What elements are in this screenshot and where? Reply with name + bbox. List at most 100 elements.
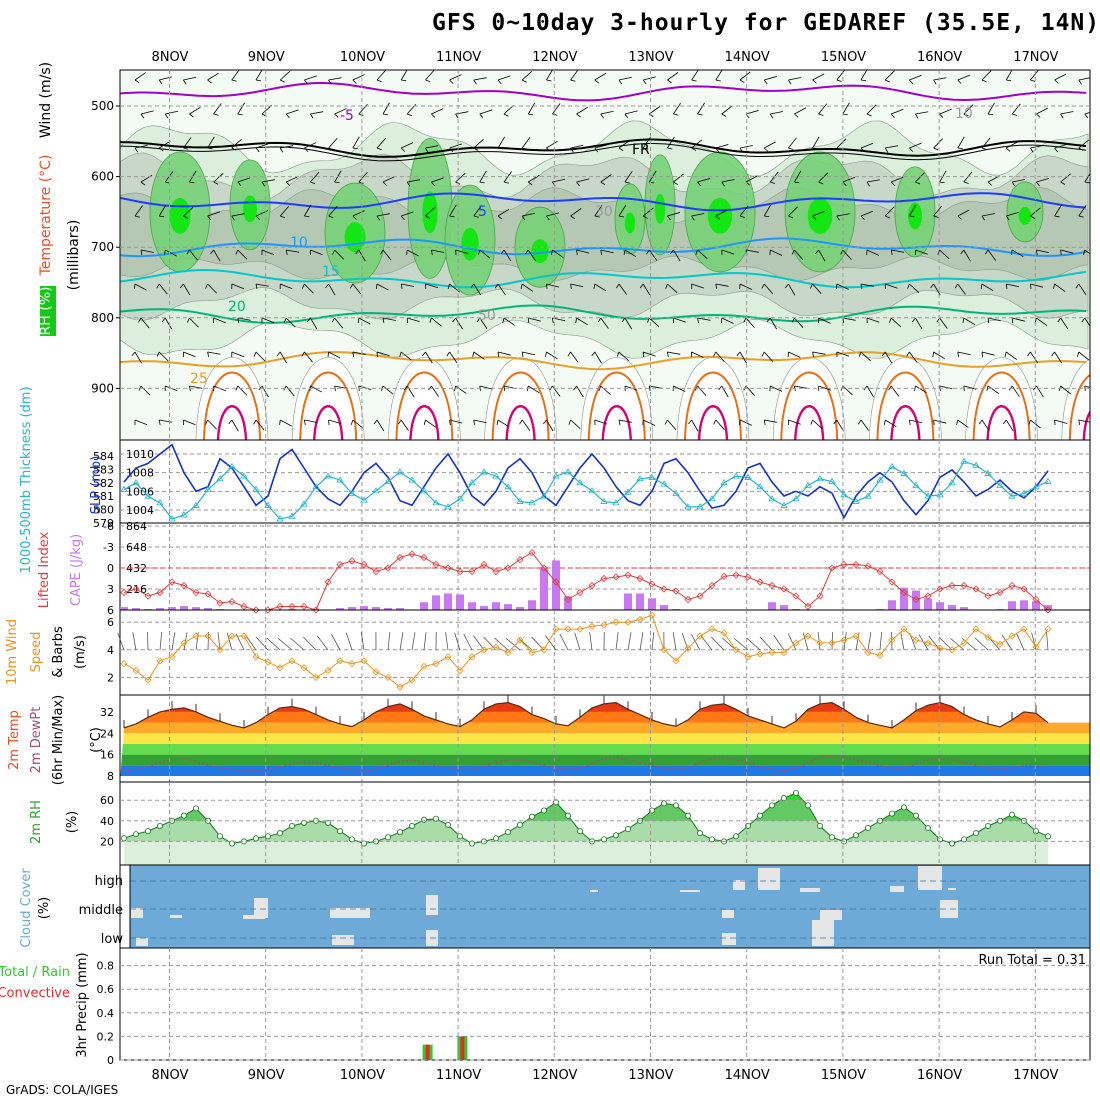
wind-barb	[527, 385, 540, 394]
wind-speed-point	[708, 625, 716, 633]
wind-barb	[552, 178, 566, 183]
wind-barb-flag	[550, 249, 553, 255]
wind-speed-point	[432, 660, 440, 668]
wind-barb-flag	[179, 283, 184, 289]
wind-barb-flag	[228, 419, 233, 425]
wind-speed-point	[444, 653, 452, 661]
wind-barb-flag	[255, 283, 258, 289]
wind-barb-flag	[543, 419, 547, 425]
thickness-point	[852, 497, 860, 504]
wind-barb	[842, 102, 850, 115]
wind-barb-flag	[255, 79, 261, 82]
wind-barb-flag	[1010, 249, 1013, 255]
wind-barb	[134, 283, 147, 291]
wind-barb-flag	[600, 181, 606, 186]
cloud-cover-bar	[722, 933, 736, 945]
wind-barb	[600, 174, 612, 183]
wind-speed-point	[600, 621, 608, 629]
li-point	[468, 567, 476, 576]
wind-barb-flag	[519, 419, 523, 425]
isotherm-35-arch	[697, 405, 729, 440]
wind-barb	[885, 283, 898, 289]
wind-speed-point	[960, 639, 968, 647]
wind-barb	[1060, 249, 1074, 254]
thickness-point	[684, 503, 692, 510]
wind-barb-flag	[552, 317, 554, 324]
wind-barb	[788, 283, 796, 296]
cloud-cover-bar	[733, 880, 745, 890]
wind-barb	[642, 136, 651, 149]
wind-barb	[891, 176, 904, 183]
thickness-point	[288, 512, 296, 519]
surface-wind-barb	[331, 633, 341, 651]
thickness-point	[744, 473, 752, 480]
wind-barb	[401, 211, 414, 217]
surface-wind-barb	[700, 635, 713, 651]
wind-barb	[328, 351, 341, 359]
wind-barb	[1005, 351, 1018, 360]
surface-wind-barb	[900, 632, 905, 651]
wind-barb	[425, 351, 433, 364]
li-point	[336, 560, 344, 569]
surface-wind-barb	[117, 632, 125, 651]
surface-wind-barb	[1031, 632, 1037, 651]
wind-barb	[183, 283, 191, 296]
wind-barb-flag	[407, 113, 413, 117]
wind-tick-label: 6	[107, 616, 114, 629]
wind-barb	[310, 111, 324, 115]
wind-barb	[400, 419, 409, 431]
wind-barb-flag	[156, 283, 160, 289]
cape-bar	[924, 598, 932, 610]
wind-barb-flag	[431, 181, 435, 187]
wind-barb	[794, 317, 804, 328]
wind-barb	[763, 204, 772, 217]
wind-barb	[425, 419, 437, 428]
wind-barb	[546, 351, 558, 360]
li-point	[492, 567, 500, 576]
wind-barb-flag	[1081, 317, 1086, 323]
rh-point	[925, 825, 932, 832]
wind-barb	[667, 136, 675, 149]
isotherm-30-arch	[684, 371, 742, 440]
wind-barb	[691, 213, 705, 217]
temp-tick-label: 16	[100, 749, 114, 762]
rh-point	[565, 812, 572, 819]
wind-barb	[255, 351, 266, 362]
wind-speed-point	[816, 639, 824, 647]
thickness-point	[672, 489, 680, 496]
wind-barb	[503, 317, 515, 326]
wind-barb	[1054, 419, 1068, 424]
wind-barb-flag	[623, 249, 626, 255]
wind-barb-flag	[522, 147, 528, 150]
thickness-point	[864, 492, 872, 499]
rh-point	[384, 834, 391, 841]
wind-barb-flag	[400, 147, 406, 152]
wind-axis-label: & Barbs	[51, 626, 66, 678]
thickness-point	[468, 479, 476, 486]
wind-barb-flag	[761, 283, 765, 289]
wind-speed-point	[1008, 632, 1016, 640]
surface-wind-barb	[411, 632, 416, 651]
wind-barb-flag	[425, 215, 431, 219]
wind-barb	[770, 111, 784, 115]
wind-barb-flag	[213, 181, 219, 185]
rh-point	[733, 833, 740, 840]
thickness-point	[924, 492, 932, 499]
rh-point	[781, 795, 788, 802]
thickness-point	[324, 472, 332, 479]
wind-barb-flag	[670, 249, 674, 255]
surface-wind-barb	[531, 636, 545, 651]
bottom-day-label: 12NOV	[532, 1068, 577, 1083]
wind-barb	[643, 76, 656, 81]
wind-barb-flag	[376, 215, 380, 221]
temp-line	[123, 701, 1049, 729]
wind-barb	[1030, 283, 1044, 288]
wind-barb-flag	[332, 249, 335, 255]
li-point	[1044, 606, 1052, 614]
wind-barb	[812, 283, 822, 294]
wind-barb	[473, 77, 487, 81]
wind-barb-flag	[398, 419, 402, 425]
wind-barb-flag	[406, 181, 411, 187]
wind-barb	[382, 249, 392, 261]
